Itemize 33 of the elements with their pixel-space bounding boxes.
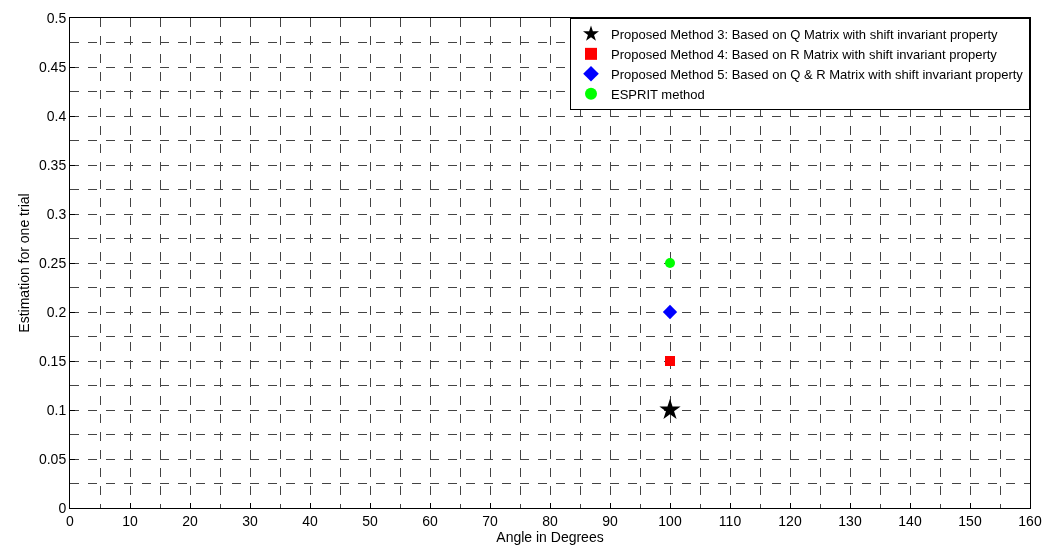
legend-label: ESPRIT method [611,86,705,102]
y-tick-label: 0.5 [46,9,67,26]
x-tick-label: 70 [482,512,498,529]
y-axis-title: Estimation for one trial [15,193,32,333]
x-tick-label: 120 [778,512,802,529]
x-tick-label: 40 [302,512,318,529]
y-tick-label: 0.25 [38,254,67,271]
x-tick-label: 110 [718,512,742,529]
x-tick-label: 80 [542,512,558,529]
x-tick-label: 140 [898,512,922,529]
x-tick-label: 100 [658,512,682,529]
y-tick-label: 0.45 [38,58,67,75]
legend-label: Proposed Method 3: Based on Q Matrix with shift invariant property [611,27,999,43]
y-tick-label: 0.05 [38,450,67,467]
y-tick-label: 0.1 [46,401,67,418]
y-tick-label: 0.35 [38,156,67,173]
x-axis-title: Angle in Degrees [496,529,604,546]
y-tick-label: 0.4 [46,107,67,124]
legend-label: Proposed Method 4: Based on R Matrix with shift invariant property [611,46,998,62]
legend-label: Proposed Method 5: Based on Q & R Matrix with shift invariant property [611,66,1024,82]
x-tick-label: 130 [838,512,862,529]
y-tick-label: 0 [58,499,67,516]
x-tick-label: 90 [602,512,618,529]
x-tick-label: 50 [362,512,378,529]
y-tick-label: 0.3 [46,205,67,222]
x-tick-label: 60 [422,512,438,529]
x-tick-label: 160 [1018,512,1042,529]
x-tick-label: 150 [958,512,982,529]
x-tick-label: 10 [122,512,138,529]
y-tick-label: 0.2 [46,303,67,320]
x-tick-label: 30 [242,512,258,529]
x-tick-label: 20 [182,512,198,529]
y-tick-label: 0.15 [38,352,67,369]
